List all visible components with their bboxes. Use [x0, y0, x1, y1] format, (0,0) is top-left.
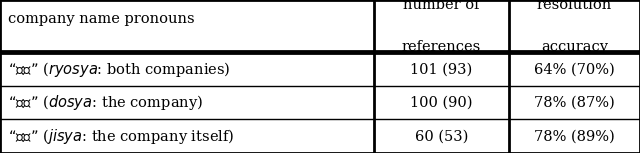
- Text: “両社” ($\mathit{ryosya}$: both companies): “両社” ($\mathit{ryosya}$: both companies): [8, 60, 230, 79]
- Text: number of

references: number of references: [402, 0, 481, 54]
- Text: resolution

accuracy: resolution accuracy: [537, 0, 612, 54]
- Text: 78% (87%): 78% (87%): [534, 95, 615, 110]
- Text: company name pronouns: company name pronouns: [8, 12, 195, 26]
- Text: 64% (70%): 64% (70%): [534, 62, 615, 76]
- Text: “同社” ($\mathit{dosya}$: the company): “同社” ($\mathit{dosya}$: the company): [8, 93, 203, 112]
- Text: “自社” ($\mathit{jisya}$: the company itself): “自社” ($\mathit{jisya}$: the company itse…: [8, 127, 234, 146]
- Text: 101 (93): 101 (93): [410, 62, 473, 76]
- Text: 78% (89%): 78% (89%): [534, 129, 615, 143]
- Text: 60 (53): 60 (53): [415, 129, 468, 143]
- Text: 100 (90): 100 (90): [410, 95, 473, 110]
